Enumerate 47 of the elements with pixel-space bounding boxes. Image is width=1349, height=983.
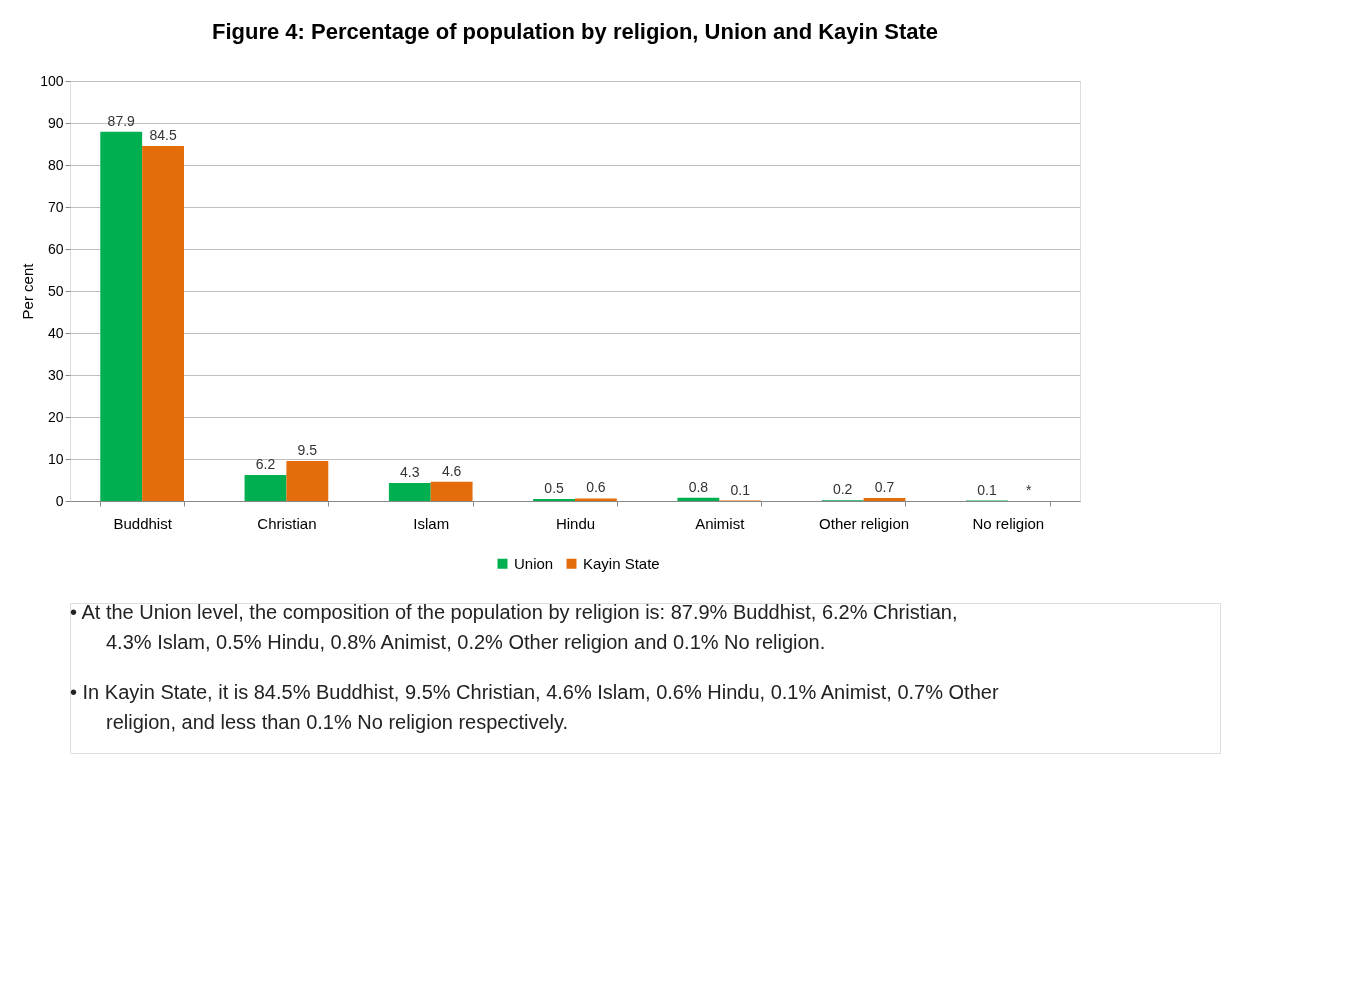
data-label: 0.5 (544, 479, 565, 496)
x-tick-label: No religion (972, 514, 1045, 532)
x-tick-label: Christian (257, 514, 317, 532)
text: • In Kayin State, it is 84.5% Buddhist, 9.5% Christian, 4.6% Islam, 0.6% Hindu, 0.1% Animist, 0.7% Other religion, and less than 0.1% No religion respectively. (70, 681, 999, 733)
y-tick-label: 60 (47, 240, 64, 257)
y-tick-label: 30 (47, 366, 64, 383)
data-label: 6.2 (255, 455, 276, 472)
legend-label: Union (514, 554, 554, 572)
x-tick-label: Animist (695, 514, 746, 532)
bar (244, 474, 287, 501)
y-axis-title: Per cent (19, 262, 37, 320)
annotation: * (1026, 482, 1033, 498)
data-label: 4.3 (400, 463, 420, 480)
legend-label: Kayin State (583, 554, 660, 572)
y-tick-label: 0 (55, 492, 64, 509)
bar (142, 146, 184, 501)
text: • At the Union level, the composition of the population by religion is: 87.9% Buddhist, 6.2% Christian, 4.3% Islam, 0.5% Hindu, 0.8% Animist, 0.2% Other religion and 0.1% No religion. (70, 601, 958, 653)
data-label: 0.2 (832, 481, 853, 498)
y-tick-label: 90 (47, 114, 64, 131)
bar (430, 481, 473, 501)
bar (863, 498, 906, 501)
data-label: 9.5 (297, 442, 318, 459)
y-tick-label: 20 (47, 408, 64, 425)
y-tick-label: 80 (47, 156, 64, 173)
data-label: 84.5 (149, 127, 177, 144)
x-tick-label: Islam (413, 514, 450, 532)
bar (286, 461, 329, 501)
data-label: 0.7 (874, 479, 895, 496)
data-label: 0.1 (977, 481, 997, 498)
x-tick-label: Hindu (555, 514, 596, 532)
data-label: 87.9 (107, 112, 136, 129)
bar (100, 131, 143, 501)
y-tick-label: 50 (47, 282, 64, 299)
y-tick-label: 10 (47, 450, 64, 467)
data-label: 0.6 (586, 479, 606, 496)
x-tick-label: Buddhist (113, 514, 173, 532)
y-tick-label: 100 (40, 72, 64, 89)
y-tick-label: 70 (47, 198, 64, 215)
data-label: 0.1 (730, 481, 751, 498)
bar (388, 482, 431, 501)
chart-title: Figure 4: Percentage of population by religion, Union and Kayin State (211, 19, 939, 44)
x-tick-label: Other religion (819, 514, 910, 532)
data-label: 0.8 (688, 478, 709, 495)
bar (575, 498, 617, 501)
data-label: 4.6 (441, 462, 462, 479)
y-tick-label: 40 (47, 324, 64, 341)
bar (533, 498, 575, 501)
